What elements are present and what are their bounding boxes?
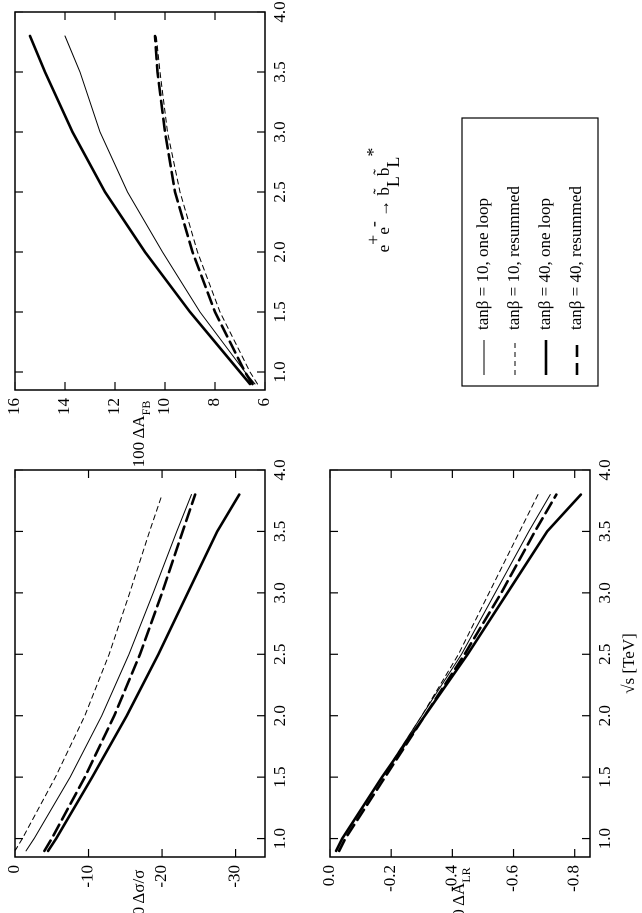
x-tick-label: 2.0	[595, 705, 614, 726]
series-line	[155, 35, 258, 385]
series-line	[28, 34, 252, 386]
y-tick-label: -0.4	[441, 865, 460, 892]
y-tick-label: 14	[54, 398, 73, 416]
plot-frame	[14, 11, 266, 391]
legend-label: tanβ = 10, resummed	[504, 186, 523, 330]
x-tick-label: 3.5	[270, 521, 289, 542]
x-tick-label: 2.0	[270, 241, 289, 262]
x-tick-label: 3.0	[595, 582, 614, 603]
plot-frame	[329, 469, 591, 858]
y-axis-label-main: 100 Δσ/σ	[129, 870, 148, 913]
series-line	[153, 34, 254, 386]
x-tick-label: 2.5	[595, 644, 614, 665]
y-tick-label: 6	[254, 398, 273, 407]
series-line	[335, 494, 539, 852]
y-axis-label-main: 100 ΔA	[449, 882, 468, 913]
x-axis-label: √s [TeV]	[619, 633, 638, 694]
y-tick-label: 0	[4, 865, 23, 874]
y-tick-label: 16	[4, 398, 23, 415]
process-part: L	[383, 157, 403, 168]
series-line	[337, 493, 558, 853]
legend-label: tanβ = 10, one loop	[473, 198, 492, 330]
process-part: L	[383, 176, 403, 187]
x-tick-label: 2.5	[270, 644, 289, 665]
x-tick-label: 2.5	[270, 181, 289, 202]
y-tick-label: 12	[104, 398, 123, 415]
x-tick-label: 1.0	[270, 361, 289, 382]
legend-label: tanβ = 40, one loop	[535, 198, 554, 330]
series-line	[334, 493, 583, 853]
x-tick-label: 4.0	[595, 459, 614, 480]
x-tick-label: 1.5	[270, 301, 289, 322]
process-part: e	[374, 245, 393, 253]
x-tick-label: 1.0	[270, 828, 289, 849]
x-tick-label: 3.5	[595, 521, 614, 542]
y-axis-label-sub: LR	[459, 867, 473, 882]
x-tick-label: 1.5	[595, 767, 614, 788]
process-part: +	[363, 235, 383, 245]
x-tick-label: 1.5	[270, 767, 289, 788]
y-tick-label: 8	[204, 398, 223, 407]
x-tick-label: 3.0	[270, 121, 289, 142]
x-tick-label: 3.5	[270, 61, 289, 82]
y-tick-label: 0.0	[319, 865, 338, 886]
x-tick-label: 4.0	[270, 459, 289, 480]
legend-box	[461, 117, 599, 387]
x-tick-label: 1.0	[595, 828, 614, 849]
process-label: e+e- → b̃Lb̃L*	[363, 148, 403, 253]
y-tick-label: -0.8	[564, 865, 583, 892]
series-line	[43, 493, 197, 853]
legend-label: tanβ = 40, resummed	[566, 186, 585, 330]
x-tick-label: 4.0	[270, 1, 289, 22]
y-axis-label-main: 100 ΔA	[129, 415, 148, 468]
process-part: -	[363, 221, 383, 227]
y-tick-label: -10	[77, 865, 96, 888]
process-part: →	[374, 196, 393, 222]
y-axis-label: 100 ΔAFB	[129, 401, 153, 468]
plot-frame	[14, 469, 266, 858]
process-part: e	[374, 227, 393, 235]
y-axis-label: 100 ΔALR	[449, 867, 473, 913]
x-tick-label: 2.0	[270, 705, 289, 726]
y-tick-label: -20	[151, 865, 170, 888]
y-tick-label: -0.2	[380, 865, 399, 892]
y-axis-label: 100 Δσ/σ	[129, 870, 148, 913]
y-tick-label: -0.6	[502, 865, 521, 892]
series-line	[64, 35, 256, 385]
series-line	[46, 493, 241, 853]
process-part: b̃	[374, 168, 393, 177]
y-tick-label: 10	[154, 398, 173, 415]
x-tick-label: 3.0	[270, 582, 289, 603]
series-line	[14, 494, 163, 852]
y-axis-label-sub: FB	[139, 401, 153, 416]
y-tick-label: -30	[224, 865, 243, 888]
process-part: b̃	[374, 187, 393, 196]
series-line	[25, 494, 192, 852]
process-part: *	[363, 148, 383, 157]
